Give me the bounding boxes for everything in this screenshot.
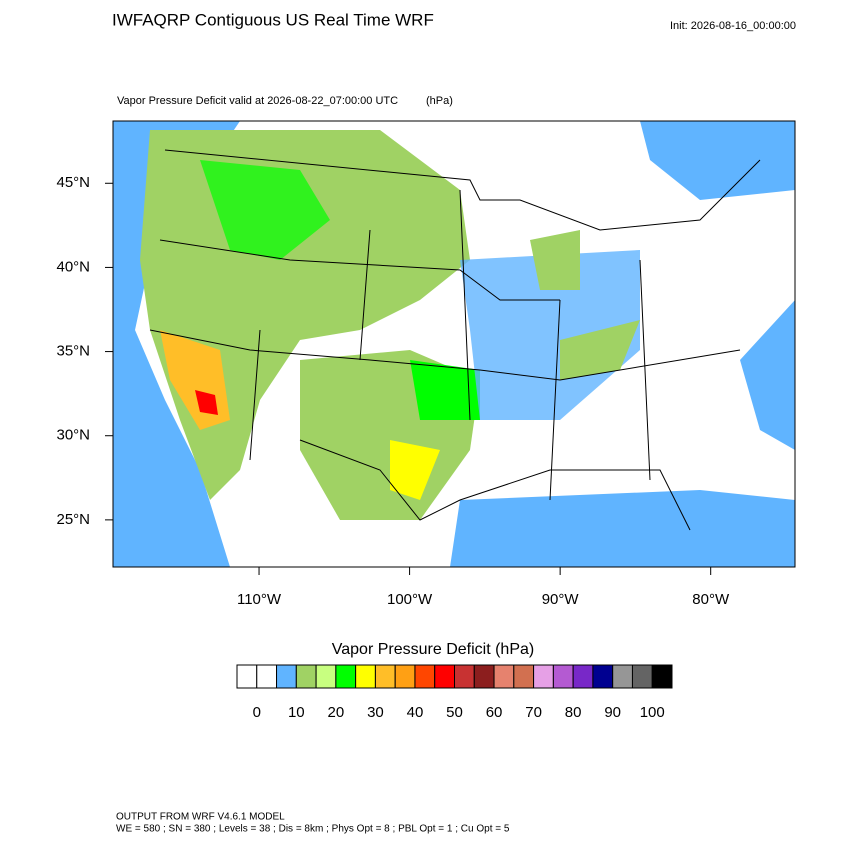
x-tick-label: 80°W bbox=[692, 591, 730, 608]
colorbar-tick-label: 0 bbox=[253, 704, 261, 721]
y-tick-label: 30°N bbox=[56, 427, 90, 444]
michigan-dry bbox=[530, 230, 580, 290]
color-box bbox=[374, 664, 396, 689]
colorbar-tick-label: 60 bbox=[486, 704, 503, 721]
color-box bbox=[552, 664, 574, 689]
colorbar-tick-label: 10 bbox=[288, 704, 305, 721]
y-tick-label: 40°N bbox=[56, 258, 90, 275]
color-box bbox=[394, 664, 416, 689]
color-box bbox=[236, 664, 258, 689]
color-box bbox=[355, 664, 376, 689]
colorbar-tick-label: 20 bbox=[328, 704, 345, 721]
color-box bbox=[592, 664, 614, 689]
gulf bbox=[450, 490, 795, 567]
footer-line: WE = 580 ; SN = 380 ; Levels = 38 ; Dis … bbox=[116, 824, 510, 835]
color-box bbox=[434, 664, 455, 689]
footer-line: OUTPUT FROM WRF V4.6.1 MODEL bbox=[116, 812, 285, 823]
x-tick-label: 90°W bbox=[542, 591, 580, 608]
color-box bbox=[335, 664, 357, 689]
hot-spot bbox=[195, 390, 218, 415]
y-tick-label: 45°N bbox=[56, 174, 90, 191]
state-borders bbox=[149, 149, 761, 531]
map-field bbox=[113, 121, 795, 567]
colorbar-tick-label: 100 bbox=[640, 704, 665, 721]
colorbar-tick-label: 90 bbox=[604, 704, 621, 721]
subtitle: Vapor Pressure Deficit valid at 2026-08-… bbox=[117, 95, 398, 107]
color-box bbox=[276, 664, 297, 689]
colorbar-tick-label: 30 bbox=[367, 704, 384, 721]
color-box bbox=[256, 664, 278, 689]
atlantic bbox=[740, 300, 795, 450]
colorbar-tick-label: 80 bbox=[565, 704, 582, 721]
init-time: Init: 2026-08-16_00:00:00 bbox=[670, 20, 796, 32]
color-box bbox=[454, 664, 475, 689]
color-box bbox=[414, 664, 436, 689]
footer: OUTPUT FROM WRF V4.6.1 MODEL WE = 580 ; … bbox=[116, 812, 510, 835]
texas-yellow bbox=[390, 440, 440, 500]
color-box bbox=[572, 664, 594, 689]
color-box bbox=[513, 664, 535, 689]
colorbar-tick-label: 50 bbox=[446, 704, 463, 721]
color-box bbox=[612, 664, 633, 689]
units: (hPa) bbox=[426, 95, 453, 107]
color-box bbox=[533, 664, 554, 689]
color-box bbox=[473, 664, 495, 689]
colorbar-tick-label: 40 bbox=[407, 704, 424, 721]
kentucky-dry bbox=[560, 320, 640, 380]
map-frame bbox=[112, 120, 796, 568]
colorbar-title: Vapor Pressure Deficit (hPa) bbox=[332, 641, 534, 658]
color-box bbox=[631, 664, 653, 689]
chart-title: IWFAQRP Contiguous US Real Time WRF bbox=[112, 10, 434, 29]
x-tick-label: 110°W bbox=[237, 591, 282, 608]
y-tick-label: 35°N bbox=[56, 343, 90, 360]
colorbar-tick-label: 70 bbox=[525, 704, 542, 721]
oklahoma-green bbox=[410, 360, 480, 420]
canada-moist bbox=[640, 121, 795, 200]
y-tick-label: 25°N bbox=[56, 511, 90, 528]
midwest-moist bbox=[460, 250, 640, 420]
west-green bbox=[200, 160, 330, 260]
color-box bbox=[315, 664, 337, 689]
color-box bbox=[651, 664, 673, 689]
color-box bbox=[493, 664, 515, 689]
color-box bbox=[295, 664, 317, 689]
x-tick-label: 100°W bbox=[387, 591, 433, 608]
